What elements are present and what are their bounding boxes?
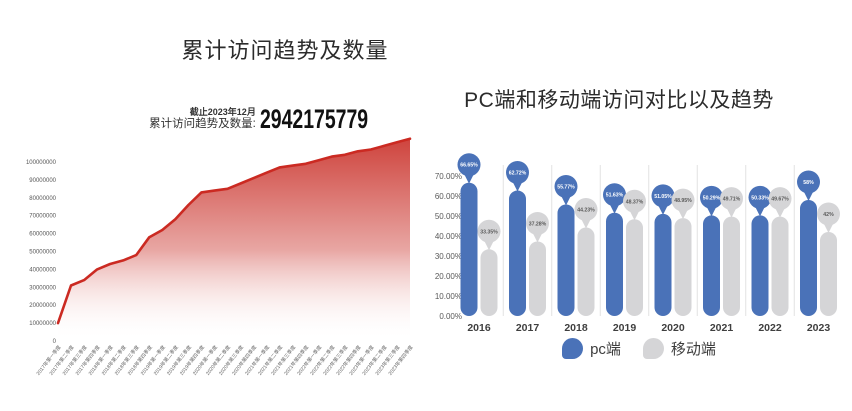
svg-text:30000000: 30000000	[29, 285, 56, 291]
svg-text:49.67%: 49.67%	[771, 197, 789, 203]
svg-text:55.77%: 55.77%	[557, 184, 575, 190]
svg-text:60.00%: 60.00%	[435, 192, 462, 201]
left-chart-title: 累计访问趋势及数量	[181, 38, 389, 63]
svg-text:2018: 2018	[564, 322, 588, 334]
svg-text:2023: 2023	[807, 322, 831, 334]
svg-text:50.00%: 50.00%	[435, 212, 462, 221]
svg-text:20.00%: 20.00%	[435, 272, 462, 281]
right-chart-title: PC端和移动端访问对比以及趋势	[464, 89, 774, 112]
svg-text:2017: 2017	[516, 322, 540, 334]
svg-text:60000000: 60000000	[29, 232, 56, 238]
svg-text:70000000: 70000000	[29, 214, 56, 220]
svg-text:58%: 58%	[803, 180, 814, 186]
cumulative-area-chart: 0 10000000 20000000 30000000 40000000 5000000…	[26, 137, 415, 377]
svg-text:33.35%: 33.35%	[480, 229, 498, 235]
svg-text:2019: 2019	[613, 322, 637, 334]
svg-text:0: 0	[53, 339, 57, 345]
svg-text:10.00%: 10.00%	[435, 292, 462, 301]
svg-text:80000000: 80000000	[29, 196, 56, 202]
svg-text:48.37%: 48.37%	[626, 199, 644, 205]
svg-text:70.00%: 70.00%	[435, 172, 462, 181]
mobile-legend-label: 移动端	[670, 341, 716, 358]
svg-text:44.23%: 44.23%	[577, 208, 595, 214]
stat-labels: 截止2023年12月 累计访问趋势及数量:	[149, 105, 256, 131]
svg-text:37.28%: 37.28%	[529, 221, 547, 227]
svg-text:40000000: 40000000	[29, 267, 56, 273]
svg-text:100000000: 100000000	[26, 160, 57, 166]
svg-text:50.29%: 50.29%	[703, 195, 721, 201]
svg-text:2016: 2016	[467, 322, 491, 334]
svg-text:2022: 2022	[758, 322, 782, 334]
svg-text:50.33%: 50.33%	[751, 195, 769, 201]
pc-legend-marker-icon	[562, 338, 584, 359]
svg-text:2020: 2020	[661, 322, 685, 334]
svg-text:42%: 42%	[823, 212, 834, 218]
pc-legend-label: pc端	[590, 341, 621, 358]
svg-text:20000000: 20000000	[29, 303, 56, 309]
svg-text:90000000: 90000000	[29, 178, 56, 184]
stat-label: 累计访问趋势及数量:	[149, 118, 256, 130]
pc-mobile-bar-chart: 0.00% 10.00% 20.00% 30.00% 40.00% 50.00% 60.00…	[435, 153, 840, 334]
svg-text:30.00%: 30.00%	[435, 252, 462, 261]
svg-text:51.05%: 51.05%	[654, 194, 672, 200]
stat-caption: 截止2023年12月	[189, 107, 256, 117]
pc-mobile-panel: PC端和移动端访问对比以及趋势 0.00% 10.00% 20.00% 30.00% 4…	[426, 0, 852, 411]
legend-item-pc: pc端	[562, 338, 621, 359]
svg-text:0.00%: 0.00%	[439, 312, 462, 321]
svg-text:62.72%: 62.72%	[509, 171, 527, 177]
svg-text:49.71%: 49.71%	[723, 197, 741, 203]
svg-text:51.63%: 51.63%	[606, 193, 624, 199]
svg-text:48.95%: 48.95%	[674, 198, 692, 204]
svg-text:2021: 2021	[710, 322, 734, 334]
stat-value: 2942175779	[259, 104, 368, 134]
svg-text:66.65%: 66.65%	[460, 163, 478, 169]
chart-legend: pc端 移动端	[426, 338, 852, 359]
svg-text:50000000: 50000000	[29, 250, 56, 256]
cumulative-visits-panel: 累计访问趋势及数量 截止2023年12月 累计访问趋势及数量: 29421757…	[26, 38, 415, 377]
svg-text:10000000: 10000000	[29, 321, 56, 327]
mobile-legend-marker-icon	[642, 338, 664, 359]
legend-item-mobile: 移动端	[642, 338, 716, 359]
cumulative-stat-block: 截止2023年12月 累计访问趋势及数量: 2942175779	[149, 105, 410, 133]
svg-text:40.00%: 40.00%	[435, 232, 462, 241]
